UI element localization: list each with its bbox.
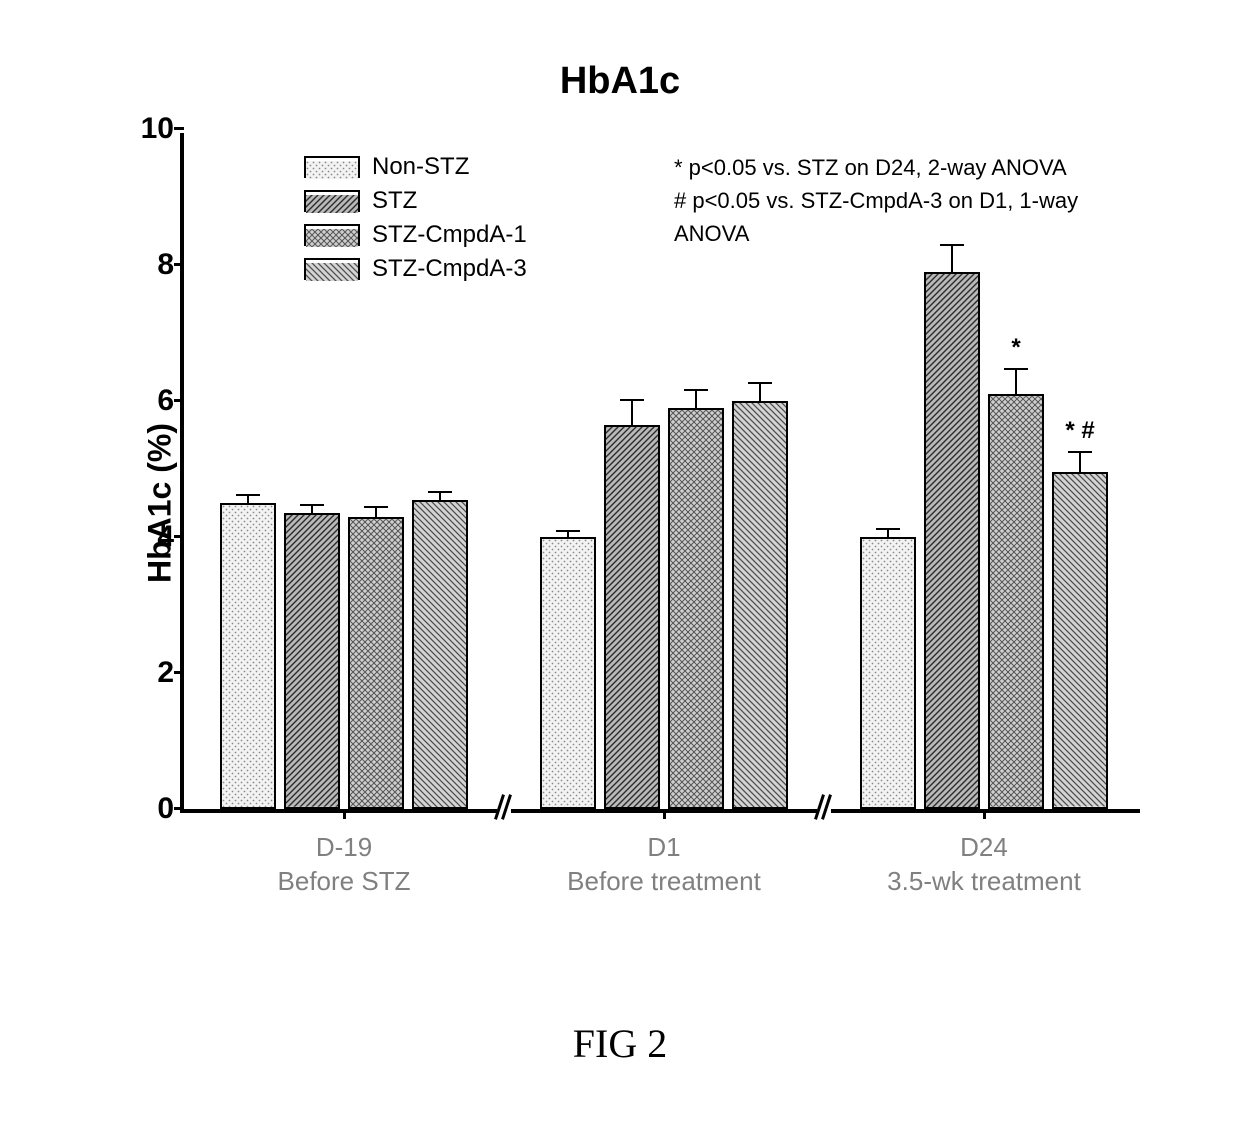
legend-label: STZ-CmpdA-3 [372,255,527,283]
bar [924,272,980,809]
significance-marker: * # [1042,417,1118,445]
error-bar-stem [1079,453,1081,472]
error-bar-stem [311,506,313,513]
bar [668,408,724,809]
error-bar-cap [1004,368,1028,370]
error-bar-stem [1015,370,1017,394]
error-bar-cap [364,506,388,508]
legend-item: STZ [304,187,527,215]
error-bar-cap [620,399,644,401]
y-tick-mark [174,807,184,810]
y-tick-label: 10 [134,112,174,146]
y-tick-label: 8 [134,248,174,282]
bar [860,537,916,809]
legend-item: STZ-CmpdA-3 [304,255,527,283]
error-bar-stem [439,493,441,500]
error-bar-stem [695,391,697,408]
legend-label: STZ-CmpdA-1 [372,221,527,249]
axis-break [497,797,511,817]
error-bar-cap [876,528,900,530]
error-bar-stem [951,246,953,272]
x-group-label: D243.5-wk treatment [834,831,1134,899]
bar [1052,472,1108,809]
error-bar-stem [567,532,569,537]
legend-item: Non-STZ [304,153,527,181]
error-bar-cap [684,389,708,391]
legend-swatch [304,190,360,212]
legend-swatch [304,224,360,246]
axis-break [817,797,831,817]
x-tick-mark [983,809,986,819]
stats-note-line: # p<0.05 vs. STZ-CmpdA-3 on D1, 1-way AN… [674,184,1140,250]
y-tick-label: 0 [134,792,174,826]
chart-title: HbA1c [80,60,1160,103]
chart-container: HbA1c HbA1c (%) Non-STZ STZ [80,60,1160,960]
error-bar-cap [556,530,580,532]
y-tick-mark [174,535,184,538]
y-tick-mark [174,127,184,130]
error-bar-cap [1068,451,1092,453]
error-bar-cap [428,491,452,493]
bar [284,513,340,809]
significance-marker: * [978,334,1054,362]
bar [220,503,276,809]
stats-note: * p<0.05 vs. STZ on D24, 2-way ANOVA # p… [674,151,1140,250]
plot-area: Non-STZ STZ STZ-CmpdA-1 [180,133,1140,813]
legend: Non-STZ STZ STZ-CmpdA-1 [304,153,527,289]
error-bar-stem [247,496,249,503]
bar [604,425,660,809]
legend-swatch [304,156,360,178]
bar [412,500,468,809]
stats-note-line: * p<0.05 vs. STZ on D24, 2-way ANOVA [674,151,1140,184]
y-axis-label: HbA1c (%) [142,423,179,583]
x-tick-mark [343,809,346,819]
y-tick-label: 2 [134,656,174,690]
y-tick-label: 6 [134,384,174,418]
error-bar-cap [748,382,772,384]
figure-caption: FIG 2 [573,1020,667,1067]
y-tick-mark [174,671,184,674]
x-tick-mark [663,809,666,819]
error-bar-cap [236,494,260,496]
bar [540,537,596,809]
y-tick-label: 4 [134,520,174,554]
plot-area-wrapper: HbA1c (%) Non-STZ STZ [80,123,1160,883]
error-bar-stem [631,401,633,425]
bar [732,401,788,809]
legend-label: Non-STZ [372,153,469,181]
y-tick-mark [174,263,184,266]
legend-item: STZ-CmpdA-1 [304,221,527,249]
x-group-label: D-19Before STZ [194,831,494,899]
error-bar-cap [940,244,964,246]
y-tick-mark [174,399,184,402]
bar [348,517,404,809]
error-bar-stem [887,530,889,537]
x-group-label: D1Before treatment [514,831,814,899]
error-bar-stem [759,384,761,401]
error-bar-cap [300,504,324,506]
legend-label: STZ [372,187,417,215]
legend-swatch [304,258,360,280]
bar [988,394,1044,809]
error-bar-stem [375,508,377,516]
